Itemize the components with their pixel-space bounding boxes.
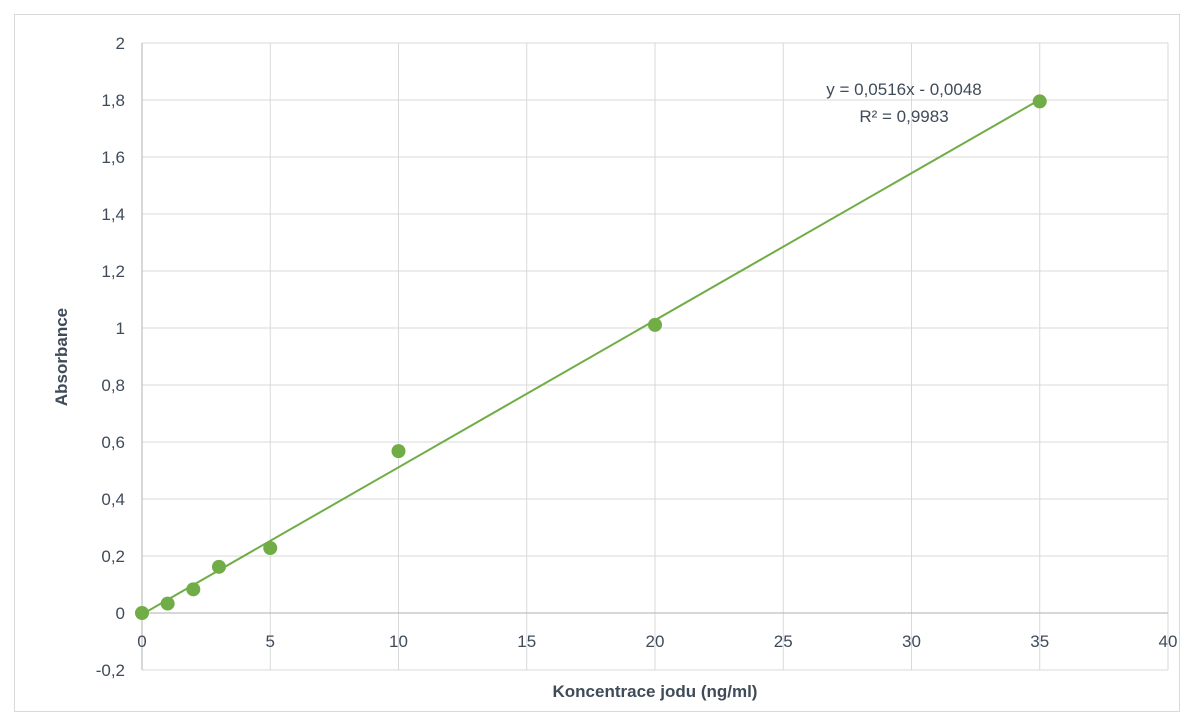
x-tick-label: 5 — [266, 632, 275, 651]
axis-layer — [141, 43, 1168, 670]
y-tick-label: 1,2 — [101, 262, 125, 281]
data-point — [186, 582, 201, 597]
x-tick-label: 15 — [517, 632, 536, 651]
x-tick-label: 0 — [137, 632, 146, 651]
y-tick-label: 1,8 — [101, 91, 125, 110]
y-tick-label: 1 — [116, 319, 125, 338]
y-tick-label: 0,6 — [101, 433, 125, 452]
y-tick-label: 0 — [116, 604, 125, 623]
y-tick-label: 0,4 — [101, 490, 125, 509]
x-tick-label: 40 — [1159, 632, 1178, 651]
trendline-r-squared: R² = 0,9983 — [859, 107, 948, 126]
data-point — [135, 606, 149, 620]
data-point — [648, 317, 662, 332]
y-tick-label: 0,8 — [101, 376, 125, 395]
data-point — [263, 541, 278, 556]
y-tick-label: 0,2 — [101, 547, 125, 566]
y-tick-label: -0,2 — [96, 661, 125, 680]
data-point — [211, 559, 226, 574]
y-axis-title: Absorbance — [52, 308, 71, 406]
x-axis-title: Koncentrace jodu (ng/ml) — [553, 682, 758, 701]
trendline-layer — [141, 98, 1041, 616]
tick-label-layer: -0,200,20,40,60,811,21,41,61,820 5 10 15 20 2… — [96, 34, 1178, 680]
y-tick-label: 1,4 — [101, 205, 125, 224]
y-tick-label: 1,6 — [101, 148, 125, 167]
grid-layer — [142, 42, 1169, 671]
y-tick-label: 2 — [116, 34, 125, 53]
data-point — [1032, 94, 1047, 109]
data-point — [391, 444, 406, 459]
trendline-equation: y = 0,0516x - 0,0048 — [826, 80, 981, 99]
x-tick-label: 20 — [646, 632, 665, 651]
x-tick-label: 25 — [774, 632, 793, 651]
x-tick-label: 35 — [1030, 632, 1049, 651]
trendline — [141, 98, 1041, 616]
x-tick-label: 30 — [902, 632, 921, 651]
x-tick-label: 10 — [389, 632, 408, 651]
data-point-layer — [135, 94, 1047, 620]
data-point — [160, 596, 175, 611]
